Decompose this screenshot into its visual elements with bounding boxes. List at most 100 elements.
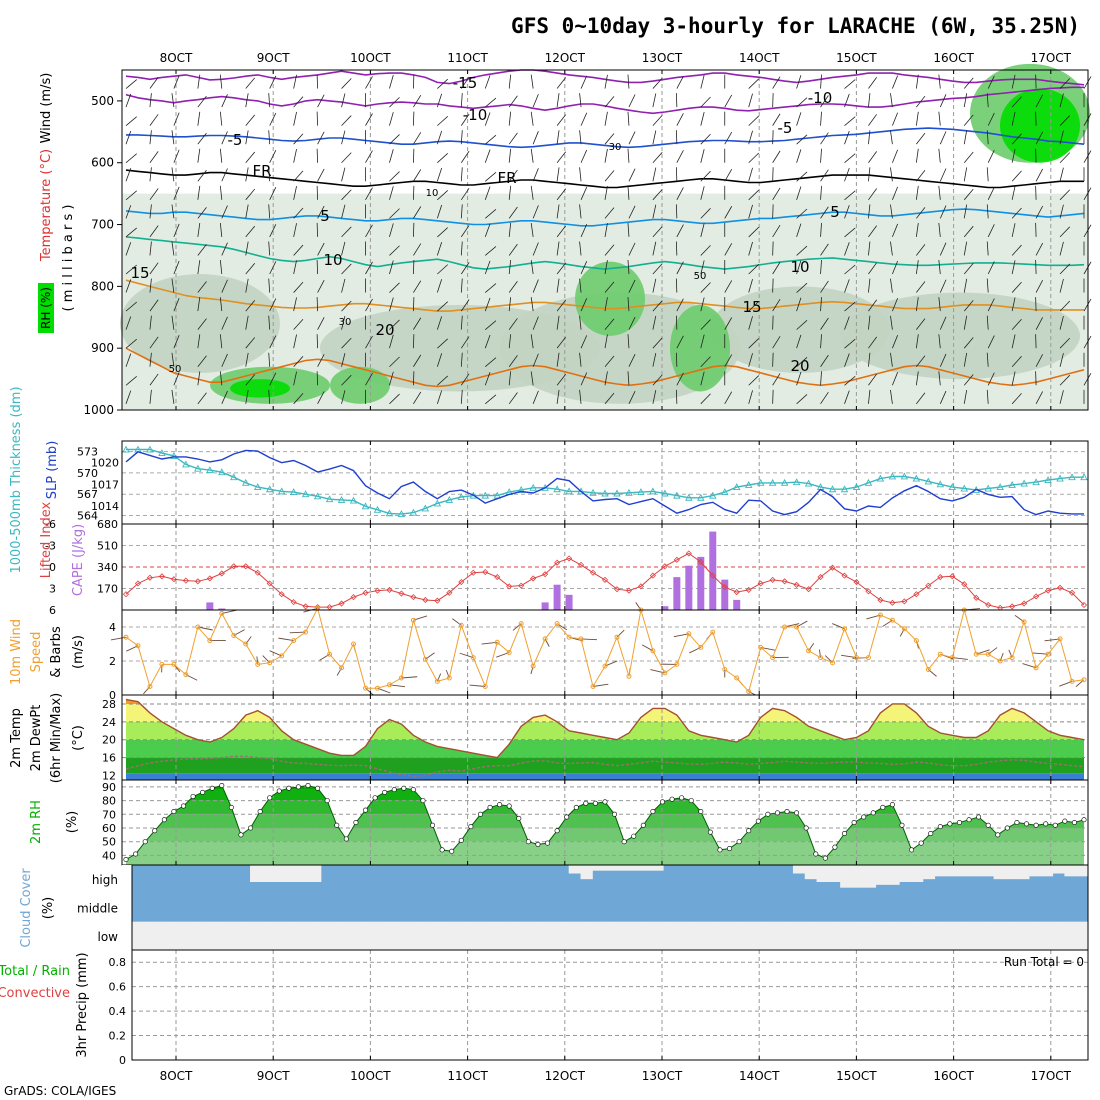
panel-border (121, 69, 1089, 411)
thickness-point (182, 460, 190, 468)
cape-bar (709, 531, 717, 610)
lifted-index-point (542, 571, 549, 578)
wind-barb (1059, 300, 1071, 312)
y-tick-label-right: 1020 (91, 457, 119, 470)
wind-barb (508, 74, 512, 89)
wind-barb (890, 204, 893, 219)
wind-barb (604, 96, 615, 108)
wind-barb (939, 279, 947, 293)
thickness-point (936, 480, 945, 488)
rh-point (209, 785, 215, 791)
time-label-bottom: 16OCT (933, 1069, 974, 1083)
cloud-gap (403, 921, 416, 950)
thickness-point (732, 483, 741, 491)
lifted-index-point (1056, 584, 1064, 591)
time-label-top: 16OCT (933, 51, 974, 65)
rh-shade-area (575, 261, 645, 336)
cloud-gap (946, 921, 959, 950)
wind-barb (635, 602, 642, 611)
wind-barb (245, 77, 256, 89)
rh-point (755, 818, 761, 824)
thickness-point (373, 505, 382, 513)
wind-barb (293, 186, 297, 200)
wind-barb (676, 187, 684, 201)
contour-label: -10 (463, 106, 488, 124)
wind-barb (700, 223, 705, 238)
time-label-top: 13OCT (642, 51, 683, 65)
lifted-index-line (125, 552, 1085, 609)
wind-barb (484, 97, 497, 108)
thickness-point (325, 495, 334, 503)
lifted-index-point (422, 596, 429, 604)
panel-cloud-cover: high middle low (77, 864, 1089, 951)
wind-barb (868, 315, 871, 330)
wind-barb (1059, 390, 1064, 404)
wind-barb (986, 241, 989, 256)
wind-barb (293, 223, 297, 237)
wind-barb (269, 75, 277, 89)
wind-barb (1035, 279, 1044, 293)
wind-barb (171, 204, 175, 219)
wind-barb (796, 282, 808, 293)
wind-speed-point (865, 655, 871, 661)
rh-point (727, 846, 733, 852)
thickness-point (984, 484, 992, 492)
wind-barb (1059, 315, 1064, 330)
axis-label-upper-air: Temperature (°C) (39, 149, 54, 262)
rh-point (909, 847, 915, 853)
cloud-gap (297, 921, 310, 950)
rh-point (976, 814, 982, 820)
axis-label-li-cape: Lifted Index (39, 501, 54, 578)
wind-barb (508, 392, 518, 405)
wind-barb (508, 371, 512, 386)
rh-point (123, 857, 129, 863)
wind-barb (437, 338, 449, 349)
wind-barb (1011, 223, 1016, 237)
wind-barb (748, 278, 753, 293)
wind-barb (820, 169, 829, 182)
cloud-gap (1064, 921, 1077, 950)
wind-barb (171, 130, 175, 145)
wind-barb (892, 112, 899, 126)
wind-barb (293, 148, 297, 163)
wind-barb (915, 222, 919, 237)
wind-barb (460, 167, 463, 182)
thickness-point (1032, 478, 1040, 486)
wind-barb (197, 185, 201, 200)
wind-barb (844, 353, 850, 367)
cape-bar (685, 565, 693, 610)
wind-barb (986, 315, 989, 330)
lifted-index-point (530, 575, 537, 582)
cape-bar (733, 599, 741, 610)
wind-barb (938, 222, 941, 237)
lifted-index-point (386, 586, 393, 593)
y-tick-label-right: 680 (97, 518, 118, 531)
lifted-index-point (470, 569, 477, 576)
wind-barb (1032, 652, 1049, 655)
cloud-gap (191, 921, 204, 950)
panel-background (122, 441, 1088, 524)
lifted-index-point (158, 573, 165, 580)
wind-barb (700, 282, 711, 293)
wind-barb (341, 189, 352, 201)
rh-point (334, 822, 340, 828)
lifted-index-point (805, 586, 812, 593)
wind-barb (820, 222, 822, 237)
wind-barb (389, 393, 400, 405)
wind-barb (268, 167, 271, 182)
time-label-top: 17OCT (1031, 51, 1072, 65)
wind-barb (508, 222, 512, 237)
rh-point (679, 795, 685, 801)
wind-barb (748, 375, 760, 386)
time-label-top: 11OCT (447, 51, 488, 65)
wind-barb (556, 352, 560, 367)
wind-speed-point (171, 661, 177, 667)
lifted-index-point (566, 555, 573, 562)
lifted-index-point (206, 575, 213, 582)
wind-barb (890, 167, 893, 182)
wind-barb (748, 226, 760, 238)
rh-point (880, 804, 886, 810)
wind-barb (676, 113, 684, 126)
wind-barb (772, 113, 781, 126)
lifted-index-point (254, 569, 261, 576)
